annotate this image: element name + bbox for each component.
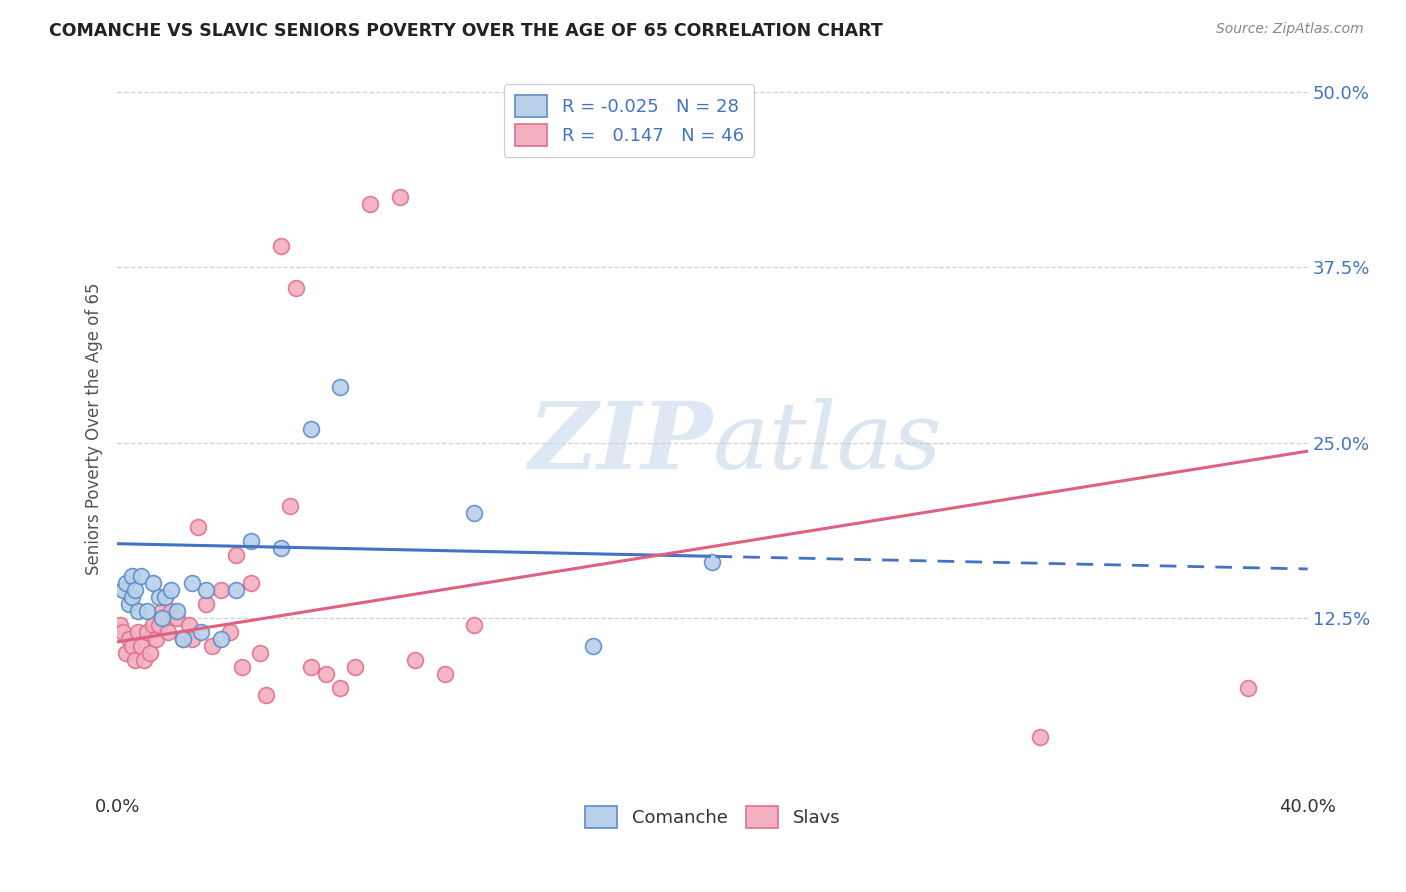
Point [240,576,263,591]
Point [195,582,218,597]
Point [344,660,367,674]
Point [284,281,307,295]
Point [159,582,181,597]
Point [433,667,456,681]
Point [142,576,165,591]
Point [108,618,131,632]
Point [315,667,337,681]
Point [166,611,188,625]
Point [270,239,292,253]
Point [463,506,485,520]
Point [209,632,232,646]
Point [359,197,381,211]
Text: COMANCHE VS SLAVIC SENIORS POVERTY OVER THE AGE OF 65 CORRELATION CHART: COMANCHE VS SLAVIC SENIORS POVERTY OVER … [49,22,883,40]
Point [231,660,253,674]
Point [702,555,724,569]
Point [118,597,141,611]
Point [129,639,152,653]
Point [127,604,149,618]
Point [190,625,212,640]
Point [148,618,170,632]
Point [129,569,152,583]
Point [145,632,167,646]
Point [299,660,322,674]
Y-axis label: Seniors Poverty Over the Age of 65: Seniors Poverty Over the Age of 65 [86,283,103,575]
Point [187,520,209,534]
Point [329,681,352,695]
Point [159,604,181,618]
Point [112,582,135,597]
Legend: Comanche, Slavs: Comanche, Slavs [578,799,848,836]
Point [127,625,149,640]
Point [172,632,194,646]
Point [124,582,146,597]
Point [132,653,155,667]
Point [240,533,263,548]
Point [177,618,200,632]
Point [148,590,170,604]
Point [166,604,188,618]
Point [270,541,292,555]
Point [121,639,143,653]
Point [115,646,138,660]
Point [121,590,143,604]
Point [249,646,271,660]
Point [142,618,165,632]
Point [254,688,277,702]
Point [180,576,202,591]
Point [118,632,141,646]
Point [136,604,159,618]
Point [172,632,194,646]
Text: atlas: atlas [713,399,942,488]
Point [121,569,143,583]
Point [139,646,162,660]
Point [404,653,426,667]
Point [329,379,352,393]
Point [195,597,218,611]
Point [156,625,179,640]
Point [1029,731,1052,745]
Point [201,639,224,653]
Point [136,625,159,640]
Point [180,632,202,646]
Point [153,590,176,604]
Text: Source: ZipAtlas.com: Source: ZipAtlas.com [1216,22,1364,37]
Point [115,576,138,591]
Point [124,653,146,667]
Point [112,625,135,640]
Point [225,582,247,597]
Point [219,625,242,640]
Point [153,611,176,625]
Point [582,639,605,653]
Point [150,604,173,618]
Point [225,548,247,562]
Point [209,582,232,597]
Text: ZIP: ZIP [529,399,713,488]
Point [150,611,173,625]
Point [463,618,485,632]
Point [1237,681,1260,695]
Point [299,422,322,436]
Point [278,499,301,513]
Point [388,190,411,204]
